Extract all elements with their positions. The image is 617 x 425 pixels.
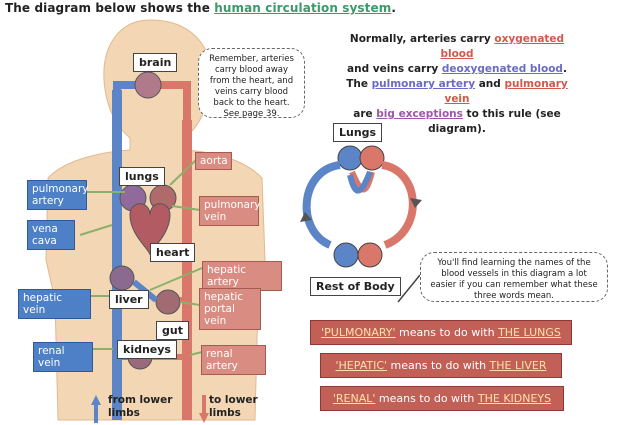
tag-vena-cava: vena cava: [27, 220, 75, 250]
tag-hepatic-portal-vein: hepatic portal vein: [199, 288, 261, 330]
callout-big-exceptions: big exceptions: [376, 108, 463, 120]
heading-suffix: .: [391, 1, 397, 15]
tag-aorta: aorta: [195, 152, 232, 170]
pointer-hepatic-artery: [149, 267, 203, 291]
callout-text: are: [353, 108, 377, 120]
mini-label-rest-of-body: Rest of Body: [310, 277, 401, 296]
mini-arrow-left-icon: [300, 212, 312, 222]
callout-text: and: [475, 78, 505, 90]
brain-organ: [134, 71, 162, 99]
callout-line-2: and veins carry deoxygenated blood.: [337, 62, 577, 77]
callout-pulmonary-artery: pulmonary artery: [371, 78, 476, 90]
exception-callout: Normally, arteries carry oxygenated bloo…: [337, 32, 577, 137]
mini-circulation: [300, 145, 422, 268]
label-heart: heart: [150, 243, 196, 262]
mini-heart-cross-2: [347, 170, 373, 194]
heading-link[interactable]: human circulation system: [214, 1, 392, 15]
callout-pulmonary-vein: pulmonary vein: [444, 78, 568, 105]
callout-text: .: [562, 63, 567, 75]
mini-label-lungs: Lungs: [333, 123, 383, 142]
mini-lungs-right: [359, 145, 385, 171]
mini-artery-loop: [381, 161, 417, 249]
meaning-target: THE LUNGS: [498, 326, 561, 339]
label-lungs: lungs: [119, 167, 165, 186]
label-gut: gut: [156, 321, 189, 340]
meaning-text: means to do with: [395, 326, 499, 339]
meaning-term: 'RENAL': [332, 392, 376, 405]
pointer-vena-cava: [79, 224, 113, 236]
meaning-term: 'HEPATIC': [335, 359, 388, 372]
mini-vein-loop: [302, 161, 341, 249]
callout-deoxygenated: deoxygenated blood: [441, 63, 563, 75]
mini-arrow-right-icon: [410, 198, 422, 208]
pointer-pulmonary-vein: [171, 205, 201, 211]
arrow-down-shaft: [202, 395, 206, 413]
callout-oxygenated: oxygenated blood: [440, 33, 565, 60]
label-liver: liver: [109, 290, 149, 309]
main-vein: [112, 90, 122, 420]
note-learning-names: You'll find learning the names of the bl…: [420, 252, 608, 302]
label-kidneys: kidneys: [117, 340, 177, 359]
mini-body-right: [357, 242, 383, 268]
meaning-pulmonary: 'PULMONARY' means to do with THE LUNGS: [310, 320, 572, 345]
mini-lungs-left: [337, 145, 363, 171]
vessel-brain-artery: [160, 81, 191, 130]
tag-renal-artery: renal artery: [201, 345, 266, 375]
label-to-lower-limbs: to lower limbs: [209, 394, 258, 419]
heading-prefix: The diagram below shows the: [5, 1, 215, 15]
callout-text: Normally, arteries carry: [349, 33, 495, 45]
label-brain: brain: [133, 53, 178, 72]
callout-text: to this rule (see diagram).: [428, 108, 561, 135]
meaning-term: 'PULMONARY': [321, 326, 396, 339]
label-from-lower-limbs: from lower limbs: [108, 394, 173, 419]
tag-hepatic-artery: hepatic artery: [202, 261, 282, 291]
callout-line-4: are big exceptions to this rule (see dia…: [337, 107, 577, 137]
gut-organ: [155, 289, 181, 315]
tag-pulmonary-vein: pulmonary vein: [199, 196, 261, 226]
arrow-up-shaft: [94, 405, 98, 423]
heart-organ: [129, 203, 171, 256]
pointer-aorta: [169, 159, 197, 186]
pointer-hepatic-portal-vein: [179, 301, 201, 306]
page-heading: The diagram below shows the human circul…: [5, 1, 396, 15]
callout-text: The: [346, 78, 372, 90]
meaning-text: means to do with: [375, 392, 478, 405]
arrow-down-icon: [199, 413, 209, 423]
tag-hepatic-vein: hepatic vein: [18, 289, 91, 319]
tag-renal-vein: renal vein: [33, 342, 93, 372]
tag-pulmonary-artery: pulmonary artery: [27, 180, 89, 210]
pointer-note: [397, 274, 421, 303]
meaning-target: THE KIDNEYS: [477, 392, 552, 405]
mini-body-left: [333, 242, 359, 268]
callout-line-1: Normally, arteries carry oxygenated bloo…: [337, 32, 577, 62]
meaning-text: means to do with: [387, 359, 490, 372]
arrow-up-icon: [91, 395, 101, 405]
liver-organ: [109, 265, 135, 291]
meaning-renal: 'RENAL' means to do with THE KIDNEYS: [320, 386, 564, 411]
main-artery: [182, 120, 192, 420]
note-arteries-veins: Remember, arteries carry blood away from…: [198, 48, 305, 119]
pointer-renal-artery: [189, 351, 203, 356]
vessel-brain-vein: [113, 81, 138, 130]
meaning-target: THE LIVER: [489, 359, 547, 372]
callout-text: and veins carry: [347, 63, 442, 75]
callout-line-3: The pulmonary artery and pulmonary vein: [337, 77, 577, 107]
meaning-hepatic: 'HEPATIC' means to do with THE LIVER: [320, 353, 562, 378]
